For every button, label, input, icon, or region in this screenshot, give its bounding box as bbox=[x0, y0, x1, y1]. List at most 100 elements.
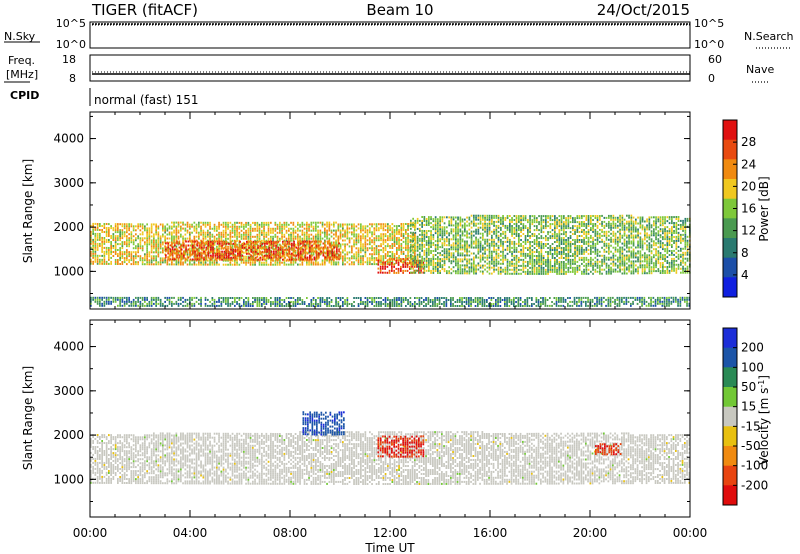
heatmap-cell bbox=[171, 233, 173, 236]
heatmap-cell bbox=[547, 253, 549, 255]
heatmap-cell bbox=[412, 257, 414, 260]
heatmap-cell bbox=[560, 217, 563, 220]
heatmap-cell bbox=[128, 253, 130, 256]
heatmap-cell bbox=[529, 217, 531, 220]
heatmap-cell bbox=[225, 221, 227, 224]
heatmap-cell bbox=[222, 239, 225, 242]
heatmap-cell bbox=[547, 231, 549, 234]
heatmap-cell bbox=[450, 224, 453, 227]
heatmap-cell bbox=[610, 238, 612, 241]
heatmap-cell bbox=[491, 256, 493, 259]
heatmap-cell bbox=[198, 254, 201, 257]
heatmap-cell bbox=[404, 263, 407, 266]
heatmap-cell bbox=[529, 215, 531, 218]
heatmap-cell bbox=[393, 263, 395, 266]
heatmap-cell bbox=[402, 229, 405, 231]
heatmap-cell bbox=[321, 225, 324, 228]
heatmap-cell bbox=[547, 270, 549, 273]
heatmap-cell bbox=[402, 263, 404, 266]
heatmap-cell bbox=[315, 247, 317, 250]
heatmap-cell bbox=[506, 226, 509, 229]
heatmap-cell bbox=[558, 251, 561, 253]
heatmap-cell bbox=[504, 234, 507, 237]
heatmap-cell bbox=[290, 221, 292, 224]
heatmap-cell bbox=[411, 271, 413, 274]
heatmap-cell bbox=[443, 264, 446, 267]
heatmap-cell bbox=[527, 231, 529, 233]
heatmap-cell bbox=[281, 231, 283, 234]
heatmap-cell bbox=[441, 220, 444, 223]
heatmap-cell bbox=[538, 259, 540, 261]
heatmap-cell bbox=[324, 252, 327, 255]
heatmap-cell bbox=[128, 245, 130, 248]
heatmap-cell bbox=[400, 239, 403, 241]
heatmap-cell bbox=[167, 258, 169, 261]
heatmap-cell bbox=[281, 225, 283, 228]
heatmap-cell bbox=[150, 261, 153, 264]
heatmap-cell bbox=[218, 237, 220, 240]
heatmap-cell bbox=[380, 223, 382, 226]
heatmap-cell bbox=[207, 254, 210, 257]
heatmap-cell bbox=[407, 256, 409, 259]
heatmap-cell bbox=[425, 261, 428, 264]
heatmap-cell bbox=[423, 245, 426, 248]
heatmap-cell bbox=[324, 259, 326, 262]
heatmap-cell bbox=[110, 241, 112, 243]
heatmap-cell bbox=[482, 252, 484, 255]
heatmap-cell bbox=[336, 258, 338, 261]
heatmap-cell bbox=[425, 251, 428, 254]
heatmap-cell bbox=[473, 246, 475, 249]
heatmap-cell bbox=[569, 221, 572, 224]
heatmap-cell bbox=[572, 227, 574, 230]
heatmap-cell bbox=[569, 217, 572, 220]
heatmap-cell bbox=[185, 240, 187, 243]
heatmap-cell bbox=[560, 219, 563, 222]
heatmap-cell bbox=[585, 235, 588, 237]
heatmap-cell bbox=[565, 264, 567, 267]
heatmap-cell bbox=[556, 266, 558, 269]
heatmap-cell bbox=[379, 269, 382, 272]
heatmap-cell bbox=[601, 260, 603, 263]
heatmap-cell bbox=[108, 229, 110, 231]
heatmap-cell bbox=[357, 235, 360, 238]
heatmap-cell bbox=[614, 222, 617, 225]
heatmap-cell bbox=[219, 242, 221, 245]
heatmap-cell bbox=[457, 264, 459, 267]
heatmap-cell bbox=[569, 237, 572, 239]
heatmap-cell bbox=[144, 257, 146, 260]
heatmap-cell bbox=[443, 252, 446, 255]
heatmap-cell bbox=[423, 218, 426, 220]
heatmap-cell bbox=[182, 223, 184, 226]
heatmap-cell bbox=[464, 234, 466, 237]
heatmap-cell bbox=[236, 225, 238, 228]
heatmap-cell bbox=[342, 263, 344, 266]
heatmap-cell bbox=[294, 225, 297, 228]
heatmap-cell bbox=[254, 227, 256, 230]
heatmap-cell bbox=[497, 246, 500, 249]
heatmap-cell bbox=[400, 252, 403, 255]
heatmap-cell bbox=[527, 229, 529, 231]
heatmap-cell bbox=[529, 225, 531, 228]
heatmap-cell bbox=[491, 260, 493, 263]
heatmap-cell bbox=[339, 243, 342, 246]
heatmap-cell bbox=[567, 270, 570, 273]
heatmap-cell bbox=[495, 242, 498, 245]
heatmap-cell bbox=[500, 218, 502, 221]
heatmap-cell bbox=[360, 241, 362, 244]
heatmap-cell bbox=[529, 245, 531, 247]
heatmap-cell bbox=[339, 245, 342, 248]
heatmap-cell bbox=[221, 242, 223, 245]
heatmap-cell bbox=[164, 261, 166, 264]
heatmap-cell bbox=[509, 229, 511, 231]
heatmap-cell bbox=[389, 237, 391, 240]
heatmap-cell bbox=[587, 248, 590, 251]
heatmap-cell bbox=[388, 263, 391, 266]
heatmap-cell bbox=[493, 214, 495, 217]
heatmap-cell bbox=[574, 253, 576, 255]
heatmap-cell bbox=[284, 244, 286, 247]
heatmap-cell bbox=[470, 258, 473, 261]
nave-tick-bottom: 0 bbox=[708, 72, 715, 85]
heatmap-cell bbox=[342, 251, 344, 254]
heatmap-cell bbox=[536, 221, 538, 224]
heatmap-cell bbox=[574, 254, 576, 257]
